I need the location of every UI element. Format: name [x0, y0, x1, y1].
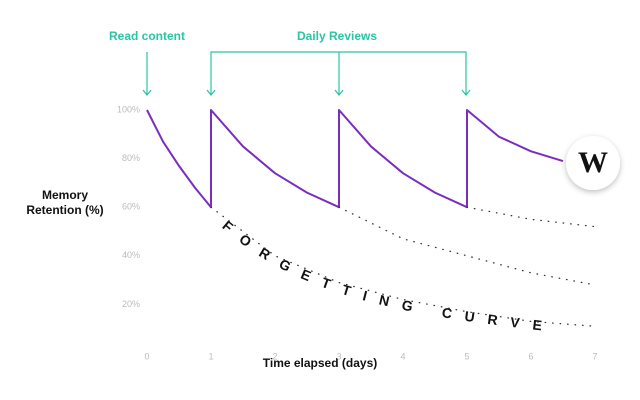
x-tick-label: 5 [464, 351, 469, 361]
x-tick-label: 7 [592, 351, 597, 361]
logo-circle [566, 136, 620, 190]
x-tick-label: 1 [208, 351, 213, 361]
annotation: Read content [109, 29, 185, 43]
curve-label: FORGETTING CURVE [220, 217, 543, 335]
x-tick-label: 3 [336, 351, 341, 361]
annotation: FORGETTING CURVE [220, 217, 556, 335]
y-tick-label: 100% [117, 104, 140, 114]
annotation: Daily Reviews [297, 29, 377, 43]
y-tick-label: 20% [122, 299, 140, 309]
y-axis-label: Memory Retention (%) [26, 188, 104, 217]
forgetting-line [338, 206, 596, 286]
y-tick-label: 40% [122, 250, 140, 260]
x-axis-label: Time elapsed (days) [263, 356, 378, 370]
retention-line [146, 109, 564, 209]
forgetting-line [210, 206, 596, 327]
forgetting-line [466, 206, 596, 228]
x-tick-label: 4 [400, 351, 405, 361]
y-tick-label: 60% [122, 202, 140, 212]
marks: 20% 40% 60% 80% 100% 0 1 2 3 4 5 6 7 [117, 104, 598, 361]
y-tick-label: 80% [122, 153, 140, 163]
x-tick-label: 0 [144, 351, 149, 361]
logo: W [578, 146, 608, 179]
x-tick-label: 2 [272, 351, 277, 361]
annotation-arrows [142, 51, 471, 96]
x-tick-label: 6 [528, 351, 533, 361]
